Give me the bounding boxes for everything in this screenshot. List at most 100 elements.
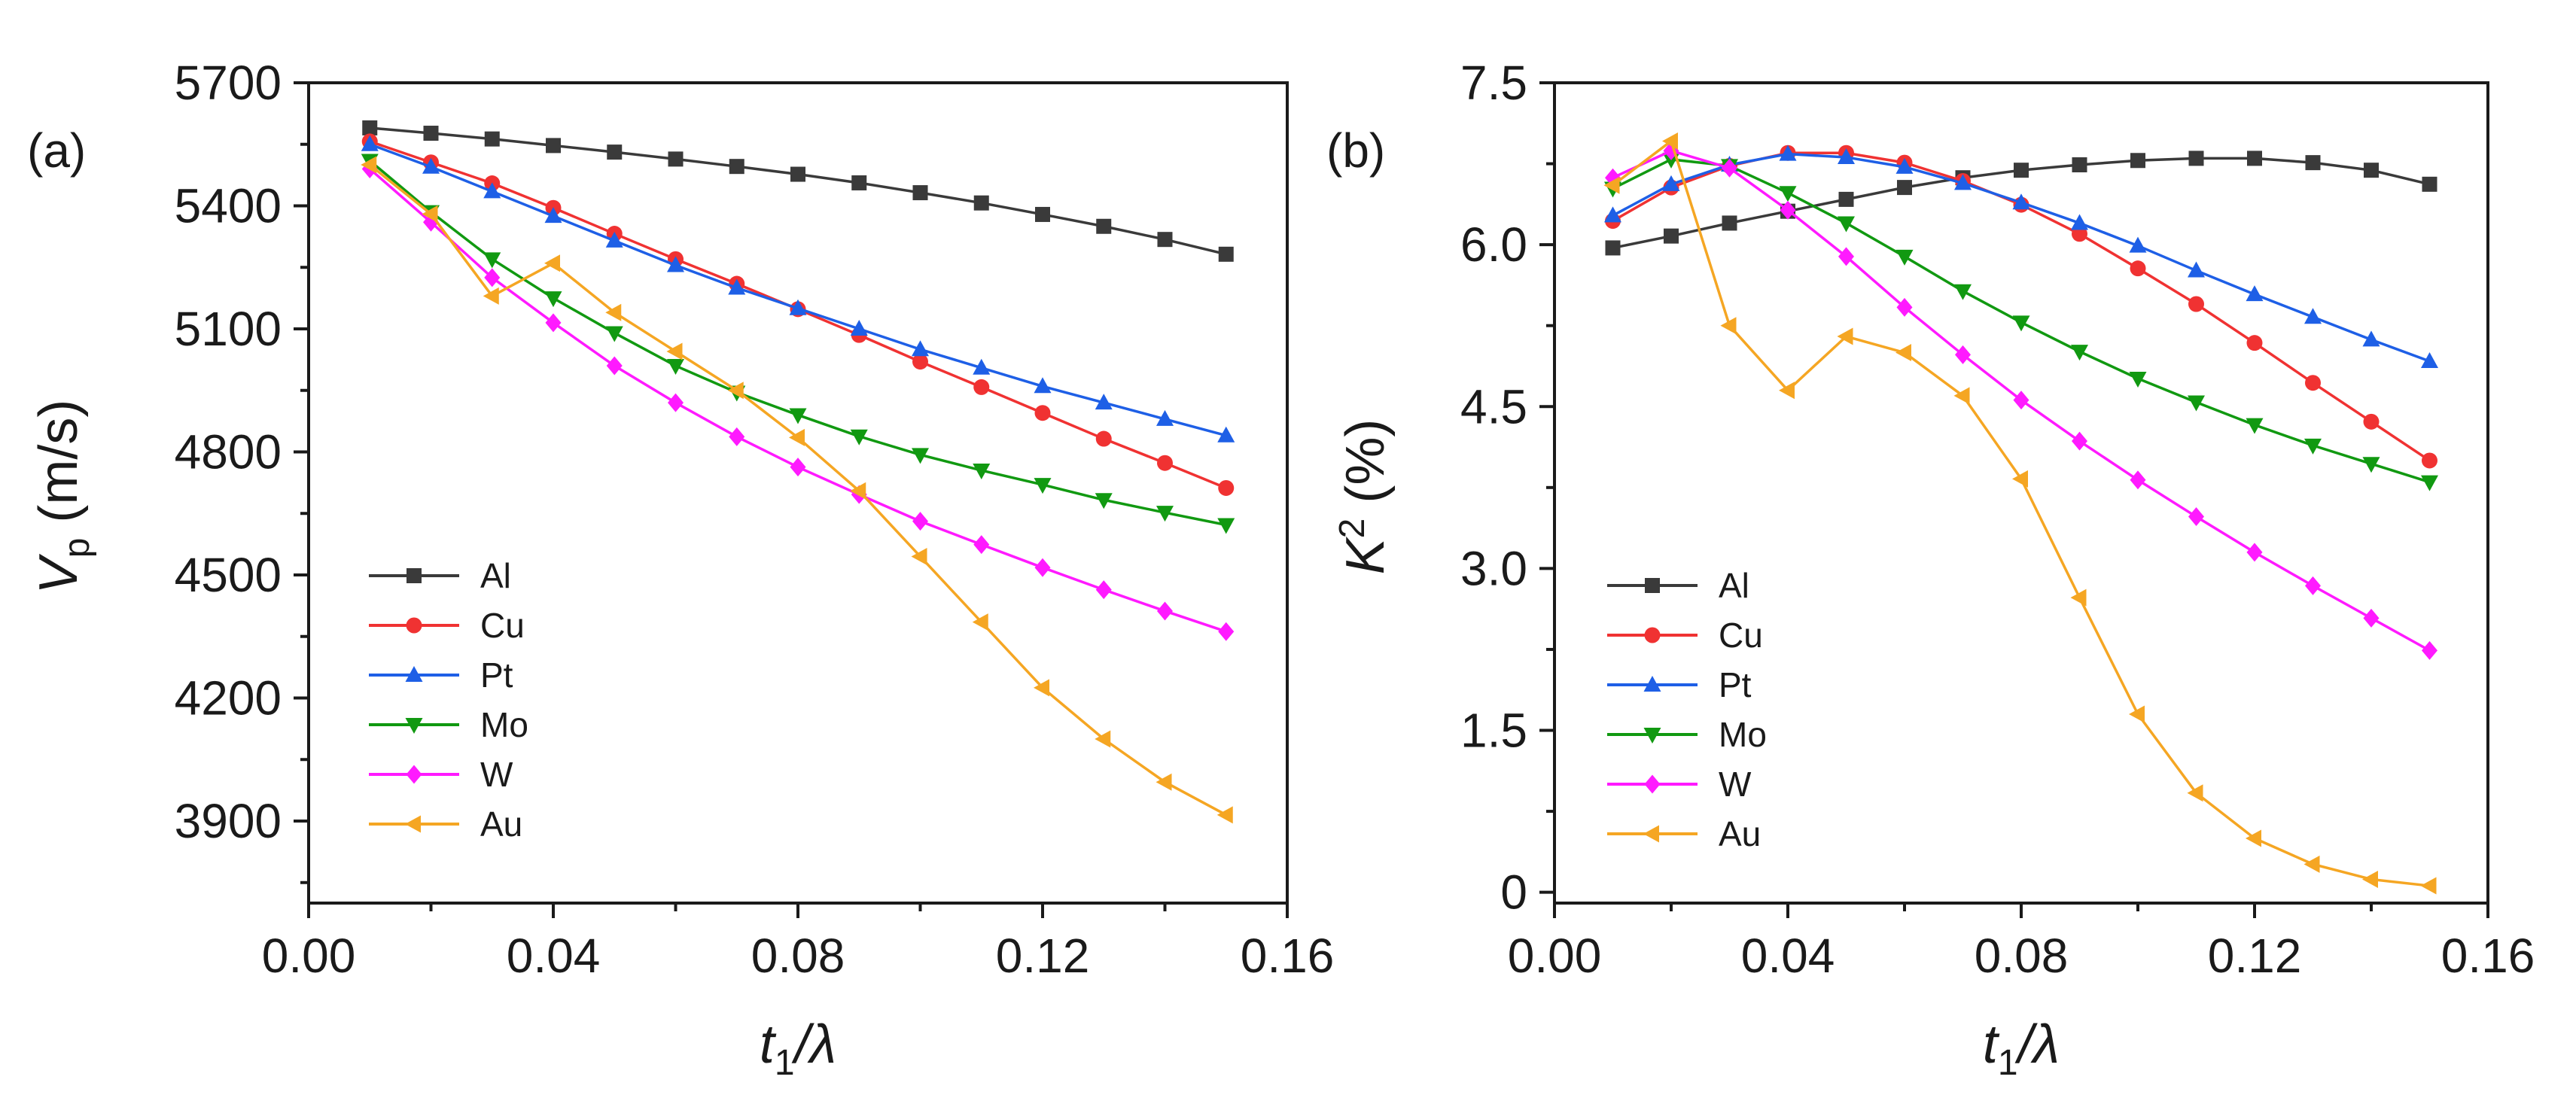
series-line-al-a [370, 126, 1227, 256]
data-point-al-a [423, 126, 439, 141]
legend-marker-w-a [406, 765, 422, 784]
data-point-w-b [2363, 608, 2380, 628]
y-tick-label-b: 3.0 [1460, 541, 1527, 595]
data-point-cu-b [2246, 335, 2263, 351]
data-point-al-a [546, 138, 561, 154]
data-point-pt-b [2304, 308, 2322, 324]
data-point-au-b [1953, 387, 1970, 405]
data-point-pt-a [1095, 394, 1113, 410]
data-point-al-a [1218, 246, 1234, 262]
series-al-a [362, 120, 1234, 262]
series-w-a [361, 159, 1235, 641]
data-point-w-b [1722, 158, 1737, 178]
data-point-al-a [912, 185, 928, 201]
series-mo-a [361, 154, 1235, 534]
data-point-w-a [1218, 622, 1235, 641]
data-point-w-b [2305, 576, 2321, 595]
legend-label-a: Au [480, 804, 522, 844]
legend-marker-mo-b [1643, 728, 1661, 744]
data-point-cu-a [1095, 430, 1112, 447]
x-tick-label-b: 0.04 [1741, 929, 1835, 983]
data-point-w-a [606, 356, 623, 376]
series-group-b [1603, 132, 2438, 895]
y-tick-label-a: 4800 [175, 425, 282, 479]
data-point-au-b [1720, 317, 1737, 335]
data-point-pt-b [1604, 206, 1621, 223]
data-point-cu-a [1157, 455, 1173, 471]
data-point-al-b [1838, 191, 1854, 207]
panel-label-b: (b) [1326, 123, 1385, 178]
data-point-au-a [1216, 806, 1233, 824]
data-point-au-a [1034, 679, 1049, 697]
data-point-al-b [1897, 180, 1912, 196]
data-point-mo-a [1156, 506, 1174, 522]
data-point-al-a [1096, 218, 1112, 234]
y-axis-title-b: K2 (%) [1332, 419, 1396, 575]
series-pt-b [1604, 144, 2438, 369]
data-point-pt-b [1662, 175, 1680, 191]
legend-item-al-a: Al [369, 556, 511, 595]
data-point-cu-a [973, 379, 990, 395]
data-point-au-b [1662, 132, 1678, 150]
data-point-mo-b [1954, 284, 1972, 300]
series-mo-b [1604, 152, 2438, 491]
legend-item-w-b: W [1607, 765, 1752, 804]
legend-label-b: Au [1719, 814, 1761, 853]
data-point-w-b [2422, 640, 2437, 660]
legend-label-b: W [1719, 765, 1752, 804]
x-axis-title-symbol-b: t [1983, 1014, 2000, 1075]
data-point-pt-a [544, 207, 562, 224]
data-point-mo-b [1779, 186, 1797, 202]
data-point-mo-a [1217, 518, 1235, 534]
data-point-pt-a [912, 340, 929, 357]
legend-label-a: Pt [480, 655, 513, 695]
data-point-al-a [851, 175, 867, 190]
legend-label-a: Mo [480, 705, 528, 744]
legend-label-a: W [480, 755, 513, 794]
data-point-au-a [972, 613, 988, 631]
legend-marker-al-b [1645, 578, 1660, 593]
legend-a: Al Cu Pt Mo W Au [369, 556, 528, 844]
ticks-a: 0.00 0.04 0.08 0.12 0.16 3900 4200 4500 4800 5100… [175, 56, 1335, 983]
panel-b: (b) 0.00 0.04 0.08 0.12 0.16 0 1.5 3.0 4.5 6.0 7.5… [1326, 56, 2535, 1083]
data-point-w-a [545, 313, 562, 333]
data-point-mo-b [2188, 395, 2205, 412]
data-point-mo-b [1838, 216, 1855, 233]
data-point-pt-b [2012, 193, 2030, 210]
y-axis-title-symbol-a: V [29, 553, 89, 594]
data-point-al-a [1035, 206, 1050, 222]
y-axis-title-a: Vp (m/s) [29, 400, 97, 595]
data-point-w-a [912, 512, 928, 531]
x-tick-label-a: 0.04 [507, 929, 601, 983]
data-point-mo-a [789, 408, 807, 424]
data-point-pt-b [2188, 261, 2205, 278]
y-tick-label-b: 7.5 [1460, 56, 1527, 110]
series-au-a [361, 156, 1233, 824]
ticks-b: 0.00 0.04 0.08 0.12 0.16 0 1.5 3.0 4.5 6.0 7.5 [1460, 56, 2535, 983]
data-point-au-b [2420, 877, 2437, 895]
data-point-pt-b [2129, 236, 2147, 253]
data-point-al-a [607, 144, 623, 160]
data-point-mo-b [2071, 345, 2088, 361]
legend-item-au-b: Au [1607, 814, 1761, 853]
legend-marker-mo-a [405, 718, 423, 734]
data-point-pt-b [1895, 157, 1914, 174]
legend-marker-au-b [1643, 825, 1659, 843]
plot-frame-a [307, 81, 1289, 905]
data-point-pt-a [605, 231, 623, 248]
y-tick-label-a: 5700 [175, 56, 282, 110]
x-axis-title-sub-a: 1 [775, 1043, 795, 1083]
data-point-pt-a [789, 299, 807, 315]
data-point-au-b [1603, 176, 1620, 194]
x-tick-label-a: 0.16 [1241, 929, 1335, 983]
data-point-au-b [1895, 344, 1911, 362]
data-point-cu-b [2305, 375, 2321, 391]
legend-label-b: Cu [1719, 616, 1763, 655]
y-axis-title-sup-b: 2 [1332, 519, 1372, 539]
data-point-mo-b [2129, 371, 2147, 388]
data-point-mo-b [2362, 457, 2380, 473]
data-point-cu-b [2130, 260, 2146, 277]
x-tick-label-b: 0.12 [2208, 929, 2302, 983]
data-point-mo-b [2304, 438, 2322, 455]
